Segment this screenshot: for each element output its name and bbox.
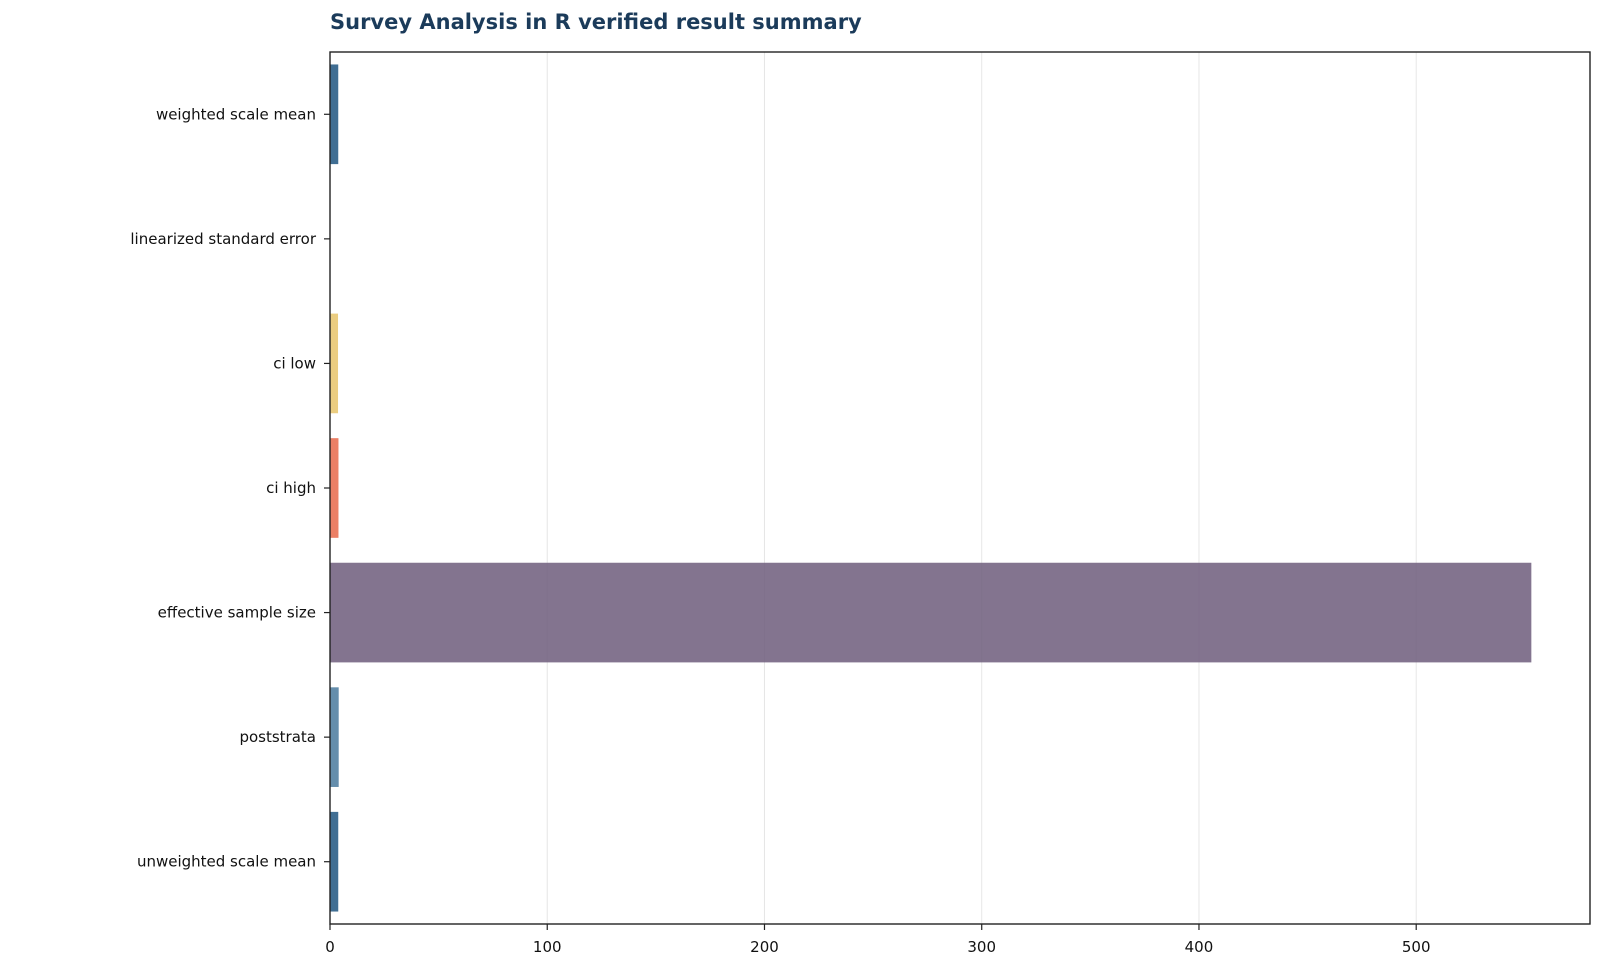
x-tick-label: 400 <box>1185 938 1214 956</box>
x-tick-label: 0 <box>325 938 335 956</box>
y-tick-label: effective sample size <box>158 604 316 622</box>
y-axis-ticks: weighted scale mean linearized standard e… <box>130 105 330 871</box>
y-tick-label: unweighted scale mean <box>137 853 316 871</box>
bar-ci-high <box>330 438 339 538</box>
chart-title: Survey Analysis in R verified result sum… <box>330 10 862 34</box>
y-tick-label: ci low <box>273 354 316 372</box>
bar-unweighted-scale-mean <box>330 811 339 912</box>
x-tick-label: 100 <box>533 938 562 956</box>
bars <box>330 64 1532 912</box>
plot-frame <box>329 51 1591 925</box>
bar-effective-sample-size <box>330 562 1532 663</box>
x-tick-label: 500 <box>1402 938 1431 956</box>
x-axis-ticks: 0 100 200 300 400 500 <box>325 924 1431 956</box>
y-tick-label: ci high <box>266 479 316 497</box>
y-tick-label: linearized standard error <box>130 230 316 248</box>
y-tick-label: poststrata <box>239 728 316 746</box>
bar-poststrata <box>330 687 339 787</box>
bar-weighted-scale-mean <box>330 64 339 165</box>
x-tick-label: 300 <box>967 938 996 956</box>
grid-lines <box>546 52 1417 924</box>
y-tick-label: weighted scale mean <box>156 105 316 123</box>
x-tick-label: 200 <box>750 938 779 956</box>
bar-ci-low <box>330 313 339 414</box>
